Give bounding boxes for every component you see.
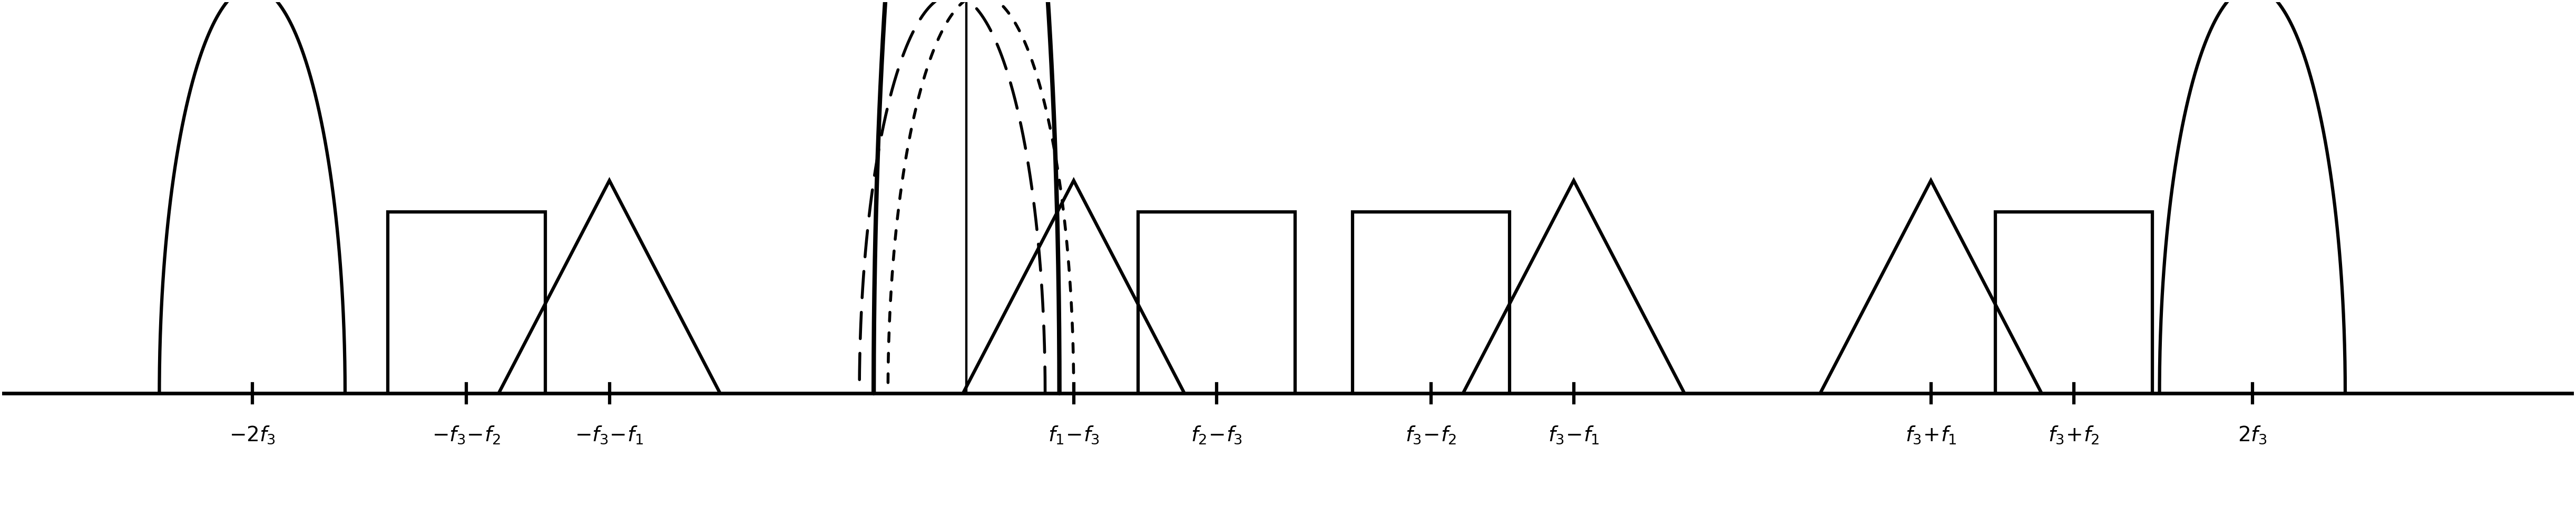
Text: $2f_3$: $2f_3$ (2239, 425, 2267, 445)
Text: $f_3\!+\!f_2$: $f_3\!+\!f_2$ (2048, 425, 2099, 445)
Text: $-2f_3$: $-2f_3$ (229, 425, 276, 445)
Text: $f_2\!-\!f_3$: $f_2\!-\!f_3$ (1190, 425, 1242, 445)
Text: $f_1\!-\!f_3$: $f_1\!-\!f_3$ (1048, 425, 1100, 445)
Text: $f_3\!-\!f_2$: $f_3\!-\!f_2$ (1404, 425, 1455, 445)
Text: $f_3\!+\!f_1$: $f_3\!+\!f_1$ (1906, 425, 1958, 445)
Text: $f_3\!-\!f_1$: $f_3\!-\!f_1$ (1548, 425, 1600, 445)
Text: $-f_3\!-\!f_1$: $-f_3\!-\!f_1$ (574, 425, 644, 445)
Text: $-f_3\!-\!f_2$: $-f_3\!-\!f_2$ (433, 425, 500, 445)
